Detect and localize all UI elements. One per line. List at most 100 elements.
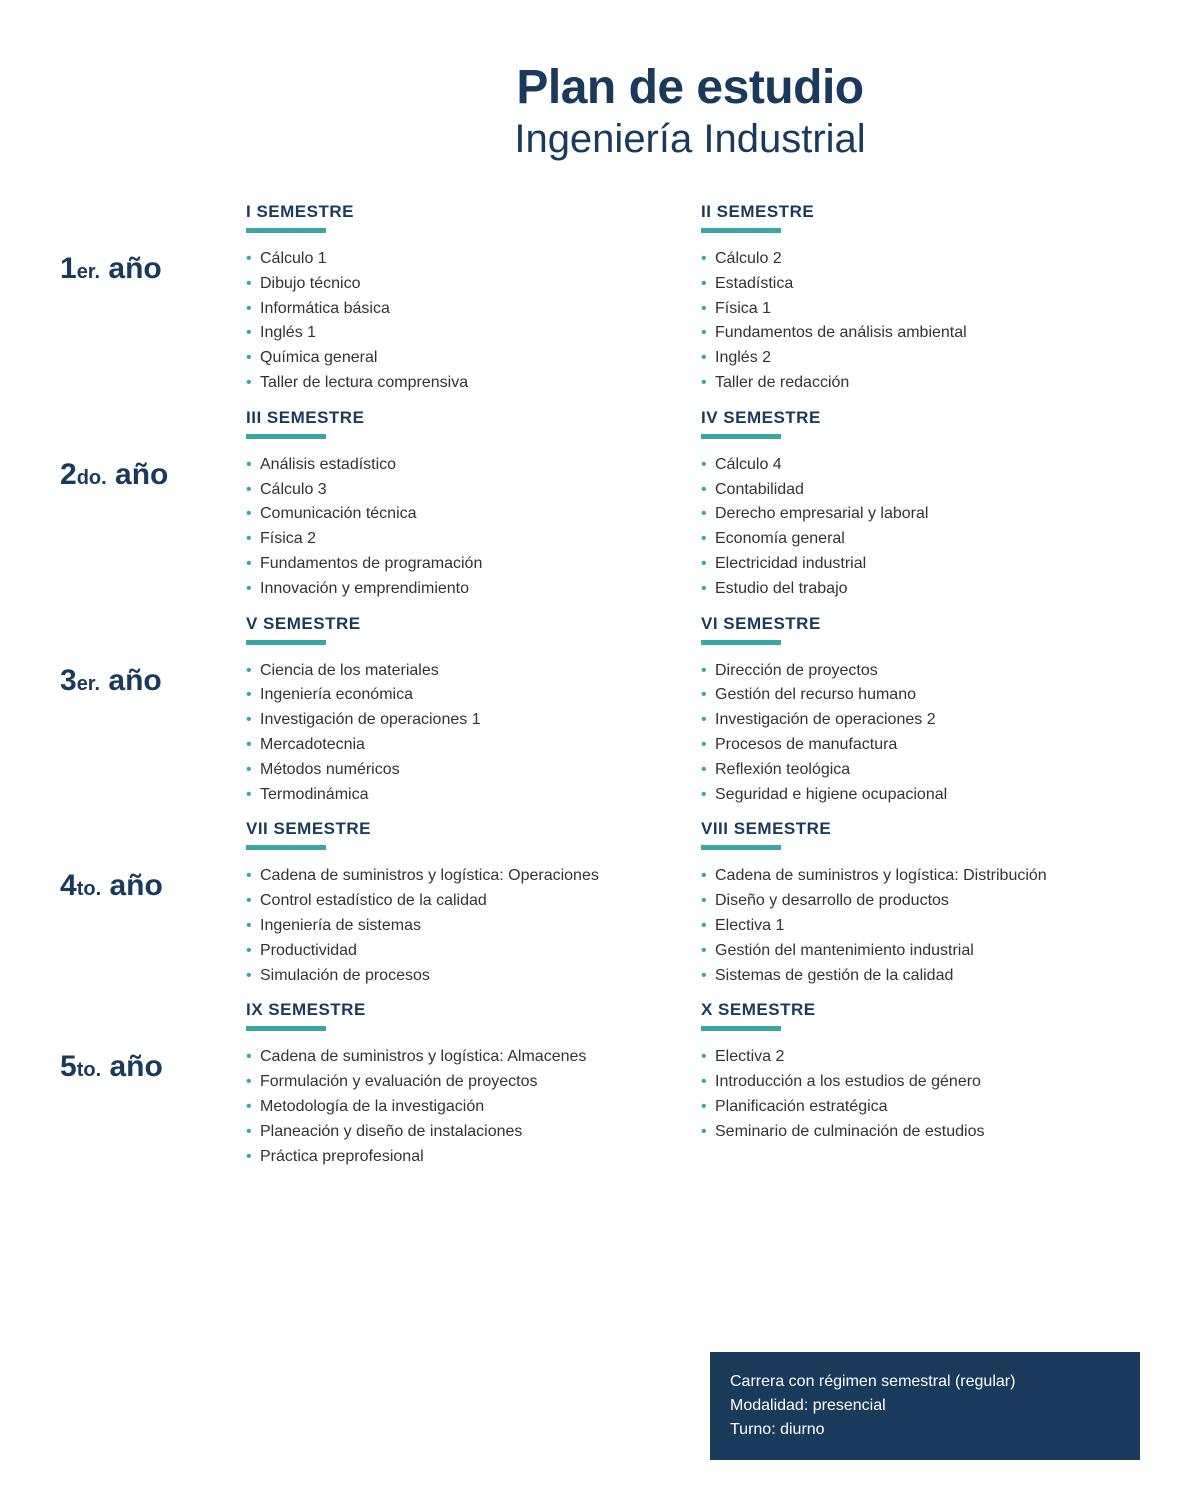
course-list: Ciencia de los materialesIngeniería econ… xyxy=(246,659,685,808)
main-title: Plan de estudio xyxy=(240,60,1140,115)
course-item: Dibujo técnico xyxy=(246,272,685,297)
curriculum-grid: 1er. añoI SEMESTRECálculo 1Dibujo técnic… xyxy=(60,202,1140,1181)
year-number: 1 xyxy=(60,252,77,285)
course-item: Investigación de operaciones 2 xyxy=(701,708,1140,733)
semester-title: VI SEMESTRE xyxy=(701,614,1140,634)
semester-block: IV SEMESTRE Cálculo 4ContabilidadDerecho … xyxy=(701,408,1140,614)
year-label: 5to. año xyxy=(60,1000,230,1084)
course-item: Cadena de suministros y logística: Distr… xyxy=(701,864,1140,889)
course-item: Inglés 2 xyxy=(701,346,1140,371)
course-list: Cálculo 2EstadísticaFísica 1Fundamentos … xyxy=(701,247,1140,396)
semester-block: V SEMESTRE Ciencia de los materialesIngen… xyxy=(246,614,685,820)
semester-title: X SEMESTRE xyxy=(701,1000,1140,1020)
course-item: Electiva 2 xyxy=(701,1045,1140,1070)
accent-bar xyxy=(246,1026,326,1031)
semester-block: VI SEMESTRE Dirección de proyectosGestión… xyxy=(701,614,1140,820)
year-word: año xyxy=(108,664,161,697)
year-number: 4 xyxy=(60,869,77,902)
course-item: Taller de redacción xyxy=(701,371,1140,396)
accent-bar xyxy=(701,228,781,233)
year-suffix: er. xyxy=(77,261,100,283)
course-item: Planeación y diseño de instalaciones xyxy=(246,1120,685,1145)
year-number: 5 xyxy=(60,1050,77,1083)
course-item: Física 2 xyxy=(246,527,685,552)
course-list: Cadena de suministros y logística: Opera… xyxy=(246,864,685,988)
course-item: Diseño y desarrollo de productos xyxy=(701,889,1140,914)
accent-bar xyxy=(246,434,326,439)
year-label: 1er. año xyxy=(60,202,230,286)
course-item: Ingeniería de sistemas xyxy=(246,914,685,939)
course-item: Dirección de proyectos xyxy=(701,659,1140,684)
course-item: Cadena de suministros y logística: Almac… xyxy=(246,1045,685,1070)
course-item: Física 1 xyxy=(701,297,1140,322)
year-label: 3er. año xyxy=(60,614,230,698)
accent-bar xyxy=(246,845,326,850)
year-suffix: er. xyxy=(77,673,100,695)
accent-bar xyxy=(701,434,781,439)
course-item: Control estadístico de la calidad xyxy=(246,889,685,914)
accent-bar xyxy=(701,1026,781,1031)
course-item: Sistemas de gestión de la calidad xyxy=(701,964,1140,989)
semester-block: VIII SEMESTRECadena de suministros y log… xyxy=(701,819,1140,1000)
semester-title: VII SEMESTRE xyxy=(246,819,685,839)
course-item: Termodinámica xyxy=(246,783,685,808)
course-item: Procesos de manufactura xyxy=(701,733,1140,758)
year-label: 4to. año xyxy=(60,819,230,903)
course-item: Innovación y emprendimiento xyxy=(246,577,685,602)
course-item: Economía general xyxy=(701,527,1140,552)
course-item: Gestión del recurso humano xyxy=(701,683,1140,708)
course-item: Informática básica xyxy=(246,297,685,322)
course-item: Cálculo 2 xyxy=(701,247,1140,272)
course-list: Dirección de proyectosGestión del recurs… xyxy=(701,659,1140,808)
course-item: Taller de lectura comprensiva xyxy=(246,371,685,396)
course-item: Metodología de la investigación xyxy=(246,1095,685,1120)
year-word: año xyxy=(108,252,161,285)
course-item: Cadena de suministros y logística: Opera… xyxy=(246,864,685,889)
course-item: Fundamentos de análisis ambiental xyxy=(701,321,1140,346)
year-word: año xyxy=(109,869,162,902)
year-label: 2do. año xyxy=(60,408,230,492)
course-item: Inglés 1 xyxy=(246,321,685,346)
semester-title: II SEMESTRE xyxy=(701,202,1140,222)
footer-info-box: Carrera con régimen semestral (regular) … xyxy=(710,1352,1140,1460)
course-list: Análisis estadísticoCálculo 3Comunicació… xyxy=(246,453,685,602)
course-item: Práctica preprofesional xyxy=(246,1145,685,1170)
year-suffix: do. xyxy=(77,467,107,489)
semester-title: V SEMESTRE xyxy=(246,614,685,634)
course-item: Introducción a los estudios de género xyxy=(701,1070,1140,1095)
course-item: Seminario de culminación de estudios xyxy=(701,1120,1140,1145)
course-item: Contabilidad xyxy=(701,478,1140,503)
semester-block: VII SEMESTRE Cadena de suministros y logí… xyxy=(246,819,685,1000)
course-item: Mercadotecnia xyxy=(246,733,685,758)
semester-title: IV SEMESTRE xyxy=(701,408,1140,428)
course-item: Fundamentos de programación xyxy=(246,552,685,577)
course-item: Estudio del trabajo xyxy=(701,577,1140,602)
accent-bar xyxy=(701,845,781,850)
course-item: Ingeniería económica xyxy=(246,683,685,708)
year-number: 2 xyxy=(60,458,77,491)
course-list: Electiva 2Introducción a los estudios de… xyxy=(701,1045,1140,1144)
course-item: Derecho empresarial y laboral xyxy=(701,502,1140,527)
course-item: Comunicación técnica xyxy=(246,502,685,527)
course-list: Cadena de suministros y logística: Distr… xyxy=(701,864,1140,988)
course-item: Formulación y evaluación de proyectos xyxy=(246,1070,685,1095)
course-item: Electiva 1 xyxy=(701,914,1140,939)
course-item: Cálculo 1 xyxy=(246,247,685,272)
course-item: Reflexión teológica xyxy=(701,758,1140,783)
course-item: Planificación estratégica xyxy=(701,1095,1140,1120)
course-list: Cálculo 4ContabilidadDerecho empresarial… xyxy=(701,453,1140,602)
course-list: Cadena de suministros y logística: Almac… xyxy=(246,1045,685,1169)
year-number: 3 xyxy=(60,664,77,697)
course-item: Seguridad e higiene ocupacional xyxy=(701,783,1140,808)
year-suffix: to. xyxy=(77,1059,101,1081)
year-word: año xyxy=(115,458,168,491)
course-item: Cálculo 3 xyxy=(246,478,685,503)
page-header: Plan de estudio Ingeniería Industrial xyxy=(240,60,1140,162)
semester-title: III SEMESTRE xyxy=(246,408,685,428)
semester-block: X SEMESTRE Electiva 2Introducción a los e… xyxy=(701,1000,1140,1181)
course-item: Productividad xyxy=(246,939,685,964)
footer-line: Carrera con régimen semestral (regular) xyxy=(730,1370,1112,1394)
accent-bar xyxy=(701,640,781,645)
year-word: año xyxy=(109,1050,162,1083)
course-item: Investigación de operaciones 1 xyxy=(246,708,685,733)
